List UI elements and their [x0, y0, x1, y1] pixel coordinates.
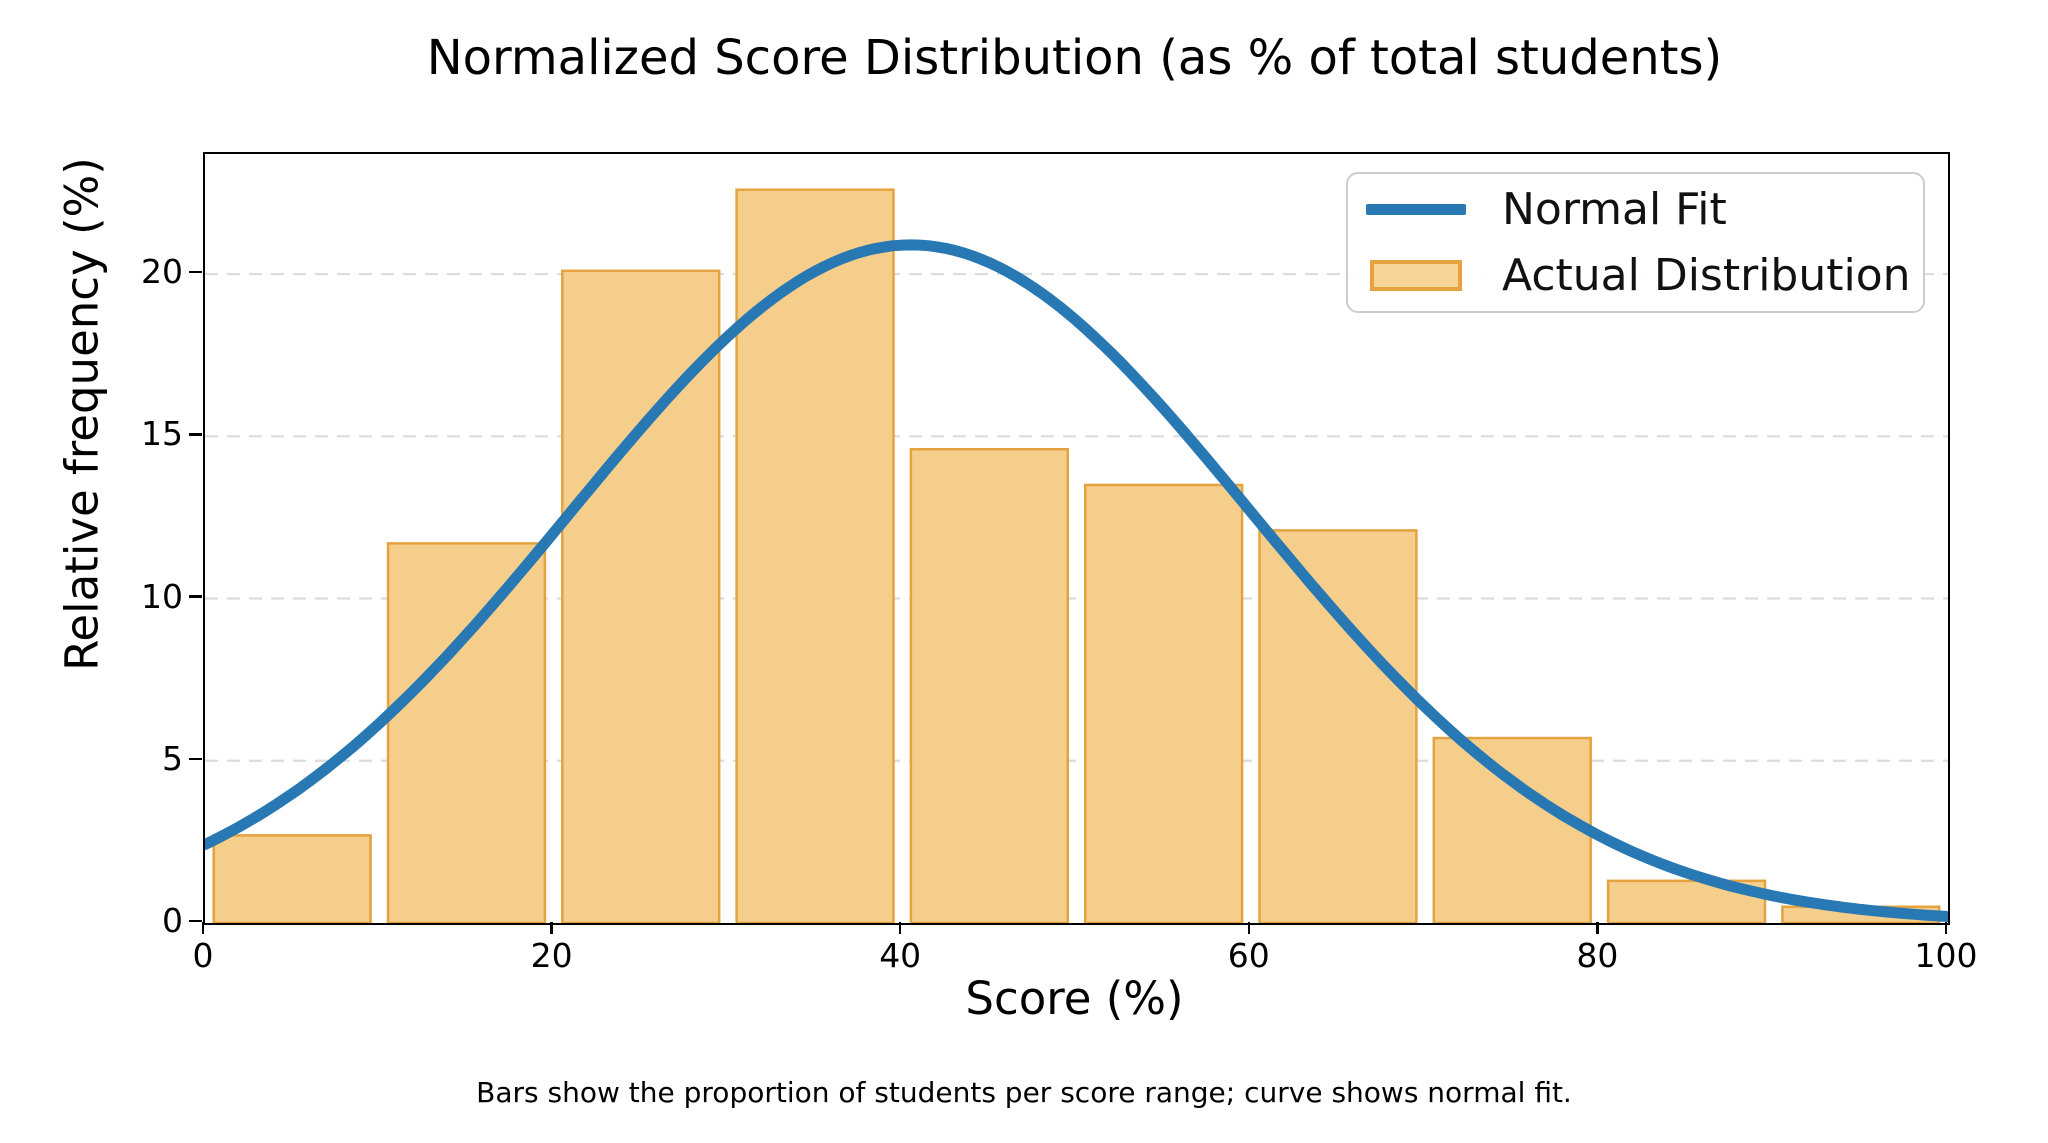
x-tick-label-0: 0 [192, 936, 214, 975]
y-tick-mark-20 [189, 270, 202, 274]
y-tick-label-20: 20 [141, 252, 183, 292]
bar-0-10 [212, 834, 372, 923]
x-tick-label-80: 80 [1576, 936, 1619, 975]
y-tick-label-15: 15 [141, 414, 183, 454]
legend: Normal Fit Actual Distribution [1346, 172, 1925, 313]
bar-80-90 [1606, 879, 1767, 923]
chart-title: Normalized Score Distribution (as % of t… [426, 30, 1723, 86]
bar-70-80 [1432, 736, 1592, 923]
x-tick-mark-100 [1944, 922, 1948, 934]
legend-entry-normal-fit: Normal Fit [1366, 182, 1923, 238]
legend-label-normal-fit: Normal Fit [1502, 184, 1727, 235]
bar-40-50 [909, 448, 1070, 923]
x-axis-label: Score (%) [965, 972, 1184, 1025]
legend-entry-actual-distribution: Actual Distribution [1366, 248, 1923, 304]
x-tick-label-20: 20 [530, 936, 573, 975]
y-tick-mark-10 [189, 595, 202, 598]
x-tick-mark-40 [898, 922, 902, 934]
x-tick-mark-0 [201, 922, 205, 934]
x-tick-mark-80 [1596, 922, 1599, 934]
bar-60-70 [1258, 529, 1418, 923]
actual-distribution-patch-swatch [1370, 260, 1462, 291]
x-tick-mark-60 [1247, 922, 1251, 934]
y-tick-label-0: 0 [162, 901, 183, 940]
normal-fit-curve [205, 239, 1948, 922]
legend-label-actual-distribution: Actual Distribution [1502, 250, 1911, 301]
y-tick-mark-5 [189, 757, 202, 760]
bar-10-20 [386, 542, 547, 923]
normal-fit-line-swatch [1366, 204, 1466, 215]
y-tick-label-10: 10 [141, 576, 183, 616]
x-tick-label-100: 100 [1914, 936, 1978, 975]
figure-caption: Bars show the proportion of students per… [476, 1076, 1572, 1109]
bar-20-30 [561, 269, 721, 923]
x-tick-label-60: 60 [1227, 936, 1270, 975]
y-tick-mark-0 [189, 919, 202, 923]
y-tick-mark-15 [189, 433, 202, 436]
chart-canvas [205, 188, 1948, 923]
bar-50-60 [1083, 483, 1244, 923]
bar-30-40 [735, 188, 895, 923]
x-tick-mark-20 [550, 922, 553, 934]
x-tick-label-40: 40 [879, 936, 922, 975]
y-tick-label-5: 5 [162, 738, 183, 778]
